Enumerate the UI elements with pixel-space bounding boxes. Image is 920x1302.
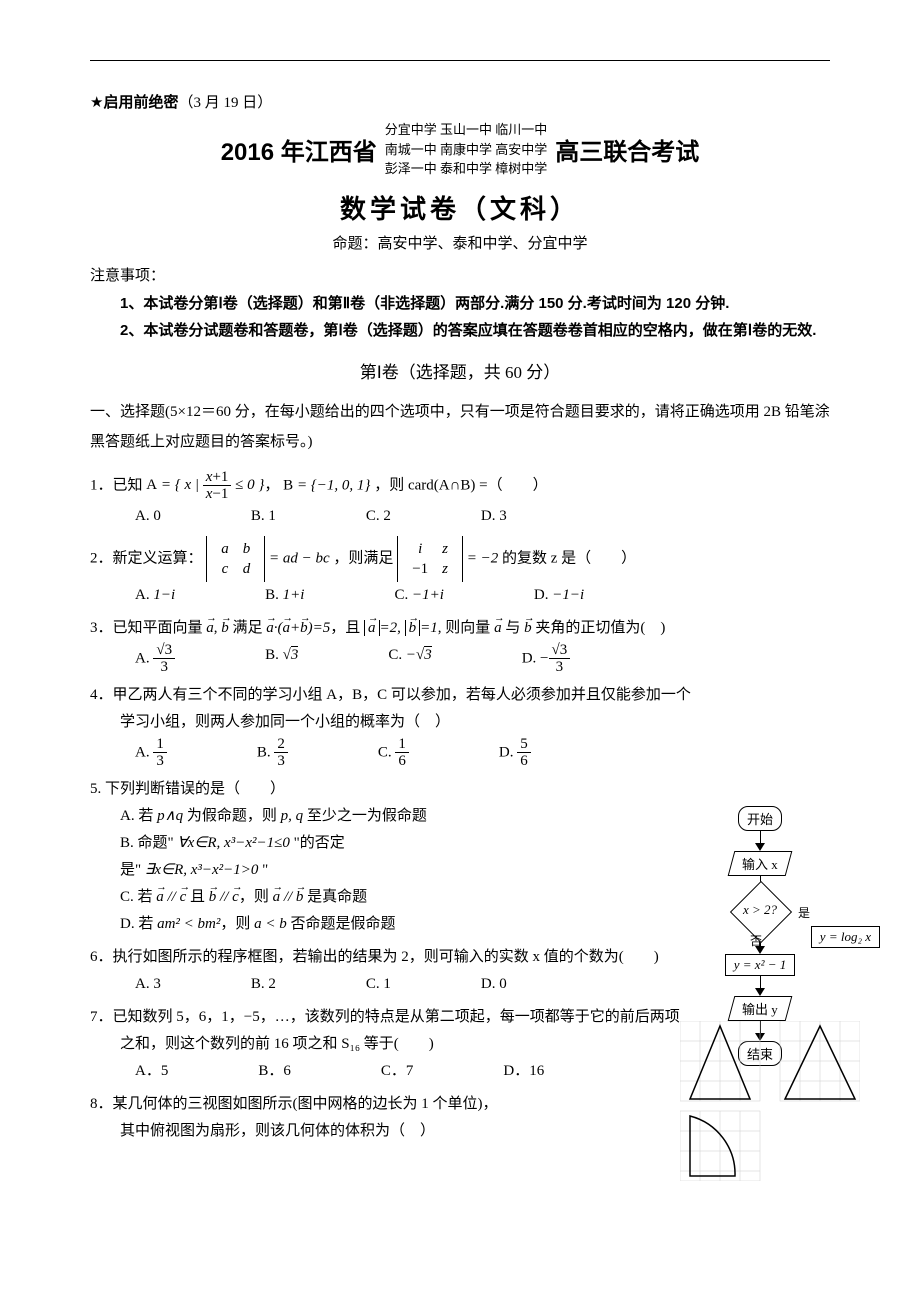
authors: 命题：高安中学、泰和中学、分宜中学 (90, 232, 830, 253)
schools-row-2: 南城一中 南康中学 高安中学 (385, 142, 548, 157)
q6-option-d: D. 0 (481, 971, 507, 998)
subject-title: 数学试卷（文科） (90, 189, 830, 226)
flow-decision-wrap: x > 2? 是 否 y = log₂ x (730, 896, 790, 926)
flow-no-label: 否 (750, 932, 762, 949)
q1-option-d: D. 3 (481, 503, 507, 530)
confidential-date: （3 月 19 日） (178, 95, 272, 111)
q4-option-c: C. 16 (378, 736, 409, 770)
q3-option-d: D. −√33 (522, 642, 571, 676)
q2-stem: 2．新定义运算： (90, 550, 203, 566)
q2-det-eq: iz−1z (397, 536, 463, 582)
q4-option-b: B. 23 (257, 736, 288, 770)
q1-option-b: B. 1 (251, 503, 276, 530)
flow-input: 输入 x (728, 851, 792, 876)
q2-suffix: 的复数 z 是（ ） (502, 550, 636, 566)
q2-det-def: abcd (206, 536, 265, 582)
question-4: 4．甲乙两人有三个不同的学习小组 A，B，C 可以参加，若每人必须参加并且仅能参… (90, 682, 830, 770)
schools-row-3: 彭泽一中 泰和中学 樟树中学 (385, 161, 548, 176)
question-2: 2．新定义运算： abcd = ad − bc ，则满足 iz−1z = −2 … (90, 536, 830, 609)
q3-options: A. √33 B. √3 C. −√3 D. −√33 (90, 642, 830, 676)
q6-option-b: B. 2 (251, 971, 276, 998)
top-rule (90, 60, 830, 61)
notes: 注意事项： 1、本试卷分第Ⅰ卷（选择题）和第Ⅱ卷（非选择题）两部分.满分 150… (90, 263, 830, 344)
flow-arrow (755, 843, 765, 851)
q6-option-c: C. 1 (366, 971, 391, 998)
q6-option-a: A. 3 (135, 971, 161, 998)
q7-option-d: D．16 (503, 1058, 544, 1085)
q1-suffix: ，则 card(A∩B) =（ ） (374, 477, 547, 493)
flow-line (760, 976, 761, 988)
q3-option-b: B. √3 (265, 642, 298, 676)
section-1-title: 第Ⅰ卷（选择题，共 60 分） (90, 358, 830, 383)
flow-branch-no: y = x² − 1 (725, 954, 795, 976)
flow-yes-label: 是 (798, 904, 810, 921)
notes-item-2: 2、本试卷分试题卷和答题卷，第Ⅰ卷（选择题）的答案应填在答题卷卷首相应的空格内，… (90, 317, 830, 344)
flow-arrow (755, 988, 765, 996)
notes-item-1: 1、本试卷分第Ⅰ卷（选择题）和第Ⅱ卷（非选择题）两部分.满分 150 分.考试时… (90, 290, 830, 317)
q2-option-d: D. −1−i (534, 582, 584, 609)
q7-option-b: B．6 (258, 1058, 291, 1085)
q1-options: A. 0 B. 1 C. 2 D. 3 (90, 503, 830, 530)
q2-option-c: C. −1+i (394, 582, 443, 609)
q2-mid: ，则满足 (333, 550, 393, 566)
q4-options: A. 13 B. 23 C. 16 D. 56 (90, 736, 830, 770)
exam-page: ★启用前绝密（3 月 19 日） 2016 年江西省 分宜中学 玉山一中 临川一… (0, 0, 920, 1191)
q2-det-rhs: = ad − bc (269, 550, 330, 566)
q3-option-c: C. −√3 (388, 642, 431, 676)
flow-output: 输出 y (728, 996, 792, 1021)
flow-decision: x > 2? (730, 896, 790, 926)
q2-options: A. 1−i B. 1+i C. −1+i D. −1−i (90, 582, 830, 609)
q4-option-a: A. 13 (135, 736, 167, 770)
title-block: 2016 年江西省 分宜中学 玉山一中 临川一中 南城一中 南康中学 高安中学 … (90, 120, 830, 179)
q1-option-c: C. 2 (366, 503, 391, 530)
q1-set-A: A = { x | x+1x−1 ≤ 0 } (146, 477, 264, 493)
title-year-province: 2016 年江西省 (221, 132, 377, 167)
title-exam: 高三联合考试 (555, 132, 699, 167)
q2-option-b: B. 1+i (265, 582, 304, 609)
q7-option-a: A．5 (135, 1058, 168, 1085)
q3-stem: 3．已知平面向量 a, b 满足 a·(a+b)=5，且 a=2, b=1, 则… (90, 620, 665, 636)
flow-line (760, 831, 761, 843)
schools-list: 分宜中学 玉山一中 临川一中 南城一中 南康中学 高安中学 彭泽一中 泰和中学 … (385, 120, 548, 179)
flow-branch-yes: y = log₂ x (811, 926, 880, 948)
q1-prefix: 1．已知 (90, 477, 146, 493)
q7-option-c: C．7 (381, 1058, 414, 1085)
q1-option-a: A. 0 (135, 503, 161, 530)
q1-set-B: B = {−1, 0, 1} (283, 477, 370, 493)
section-1-instruction: 一、选择题(5×12＝60 分，在每小题给出的四个选项中，只有一项是符合题目要求… (90, 397, 830, 457)
star-icon: ★ (90, 95, 103, 111)
q2-option-a: A. 1−i (135, 582, 175, 609)
three-views-diagram (680, 1021, 860, 1181)
flow-start: 开始 (738, 806, 782, 831)
q2-eq-rhs: = −2 (467, 550, 499, 566)
q5-stem: 5. 下列判断错误的是（ ） (90, 776, 830, 803)
schools-row-1: 分宜中学 玉山一中 临川一中 (385, 122, 548, 137)
q4-stem-2: 学习小组，则两人参加同一个小组的概率为（ ） (90, 709, 830, 736)
q4-option-d: D. 56 (499, 736, 531, 770)
confidential-label: 启用前绝密 (103, 95, 178, 111)
question-1: 1．已知 A = { x | x+1x−1 ≤ 0 }， B = {−1, 0,… (90, 469, 830, 530)
question-3: 3．已知平面向量 a, b 满足 a·(a+b)=5，且 a=2, b=1, 则… (90, 615, 830, 676)
confidential-line: ★启用前绝密（3 月 19 日） (90, 91, 830, 112)
q3-option-a: A. √33 (135, 642, 175, 676)
title-row: 2016 年江西省 分宜中学 玉山一中 临川一中 南城一中 南康中学 高安中学 … (90, 120, 830, 179)
notes-label: 注意事项： (90, 263, 830, 290)
q4-stem-1: 4．甲乙两人有三个不同的学习小组 A，B，C 可以参加，若每人必须参加并且仅能参… (90, 682, 830, 709)
